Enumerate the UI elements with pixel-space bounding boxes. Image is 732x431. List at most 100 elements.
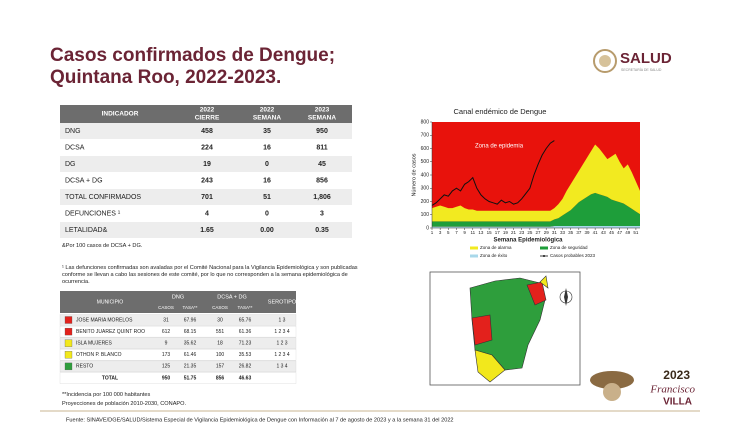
x-tick-label: 45 <box>609 230 615 235</box>
header-cell: DCSA + DG <box>217 294 247 300</box>
row-label: TOTAL CONFIRMADOS <box>65 194 141 201</box>
table-cell: 856 <box>216 375 225 381</box>
x-tick-label: 3 <box>439 230 442 235</box>
table-cell: 26.82 <box>239 364 252 370</box>
x-tick-label: 7 <box>455 230 458 235</box>
row-label: DCSA + DG <box>65 177 103 184</box>
table-cell: 612 <box>162 329 171 335</box>
row-label: DCSA <box>65 144 85 151</box>
table-header <box>60 291 296 313</box>
row-label: BENITO JUAREZ QUINT ROO <box>76 329 145 335</box>
table-cell: 68.15 <box>184 329 197 335</box>
table-row <box>60 205 352 222</box>
table-cell: 45 <box>318 161 326 168</box>
table-cell: 9 <box>165 341 168 347</box>
table-cell: 71.23 <box>239 341 252 347</box>
note: Proyecciones de población 2010-2030, CON… <box>62 401 187 407</box>
table-cell: 173 <box>162 352 171 358</box>
status-swatch <box>64 351 73 359</box>
table-cell: 1.65 <box>200 227 214 234</box>
table-cell: 950 <box>316 128 328 135</box>
y-tick-label: 700 <box>421 133 430 139</box>
table-cell: 35 <box>263 128 271 135</box>
footnote: ¹ Las defunciones confirmadas son avalad… <box>62 265 358 285</box>
row-label: LETALIDAD& <box>65 227 108 234</box>
header-cell: 2022 <box>200 107 215 114</box>
area <box>432 144 640 222</box>
logo-emblem <box>593 49 617 73</box>
area <box>432 192 640 227</box>
table-cell: 125 <box>162 364 171 370</box>
x-tick-label: 19 <box>503 230 509 235</box>
table-cell: 551 <box>216 329 225 335</box>
row-label: DG <box>65 161 76 168</box>
table-cell: 1 3 4 <box>276 364 287 370</box>
x-tick-label: 23 <box>519 230 525 235</box>
row-label: RESTO <box>76 364 93 370</box>
table-row <box>59 372 297 384</box>
table-cell: 19 <box>203 161 211 168</box>
x-tick-label: 39 <box>584 230 590 235</box>
x-axis-label: Semana Epidemiológica <box>493 238 563 244</box>
x-tick-label: 29 <box>544 230 550 235</box>
x-tick-label: 9 <box>463 230 466 235</box>
table-cell: 3 <box>320 210 324 217</box>
x-tick-label: 17 <box>495 230 501 235</box>
legend-swatch <box>540 246 548 250</box>
line <box>431 140 555 206</box>
table-header <box>60 105 352 123</box>
header-cell: 2023 <box>315 107 330 114</box>
x-tick-label: 1 <box>431 230 434 235</box>
x-tick-label: 33 <box>560 230 566 235</box>
header-cell: SEMANA <box>253 115 281 122</box>
table-cell: 31 <box>163 317 169 323</box>
table-cell: 35.53 <box>239 352 252 358</box>
table-cell: 16 <box>263 177 271 184</box>
table-cell: 30 <box>217 317 223 323</box>
table-cell: 856 <box>316 177 328 184</box>
table-cell: 811 <box>316 144 327 151</box>
row-label: ISLA MUJERES <box>76 341 113 347</box>
title: Quintana Roo, 2022-2023. <box>50 67 281 88</box>
header-cell: CIERRE <box>195 115 220 122</box>
header-cell: INDICADOR <box>102 111 139 118</box>
row-label: OTHON P. BLANCO <box>76 352 122 358</box>
y-tick-label: 400 <box>421 172 430 178</box>
logo-sub: SECRETARÍA DE SALUD <box>621 68 662 72</box>
x-tick-label: 49 <box>625 230 631 235</box>
table-cell: 950 <box>162 375 171 381</box>
table-cell: 51.75 <box>184 375 197 381</box>
logo-emblem <box>599 55 611 67</box>
table-cell: 61.46 <box>184 352 197 358</box>
y-tick-label: 800 <box>421 119 430 125</box>
x-tick-label: 35 <box>568 230 574 235</box>
legend-label: Zona de éxito <box>480 253 508 258</box>
table-row <box>59 325 297 338</box>
table-cell: 67.96 <box>184 317 197 323</box>
table-cell: 1 2 3 4 <box>274 352 290 358</box>
brand-name: Francisco <box>649 384 695 396</box>
table-cell: 35.62 <box>184 341 197 347</box>
status-swatch <box>64 316 73 324</box>
table-cell: 224 <box>201 144 213 151</box>
x-tick-label: 25 <box>527 230 533 235</box>
x-tick-label: 21 <box>511 230 517 235</box>
table-row <box>60 172 352 189</box>
map <box>429 271 581 386</box>
table-cell: 4 <box>205 210 209 217</box>
table-cell: 0.00 <box>260 227 274 234</box>
x-tick-label: 31 <box>552 230 558 235</box>
x-tick-label: 41 <box>593 230 599 235</box>
table-cell: 61.36 <box>239 329 252 335</box>
legend-label: Zona de seguridad <box>550 245 588 250</box>
table-cell: 1 2 3 <box>276 341 287 347</box>
logo-text: SALUD <box>620 50 672 67</box>
table-cell: 100 <box>216 352 225 358</box>
header-cell: CASOS <box>212 305 228 310</box>
x-tick-label: 15 <box>487 230 493 235</box>
header-cell: TASA** <box>238 305 253 310</box>
y-tick-label: 600 <box>421 146 430 152</box>
table-cell: 16 <box>263 144 271 151</box>
